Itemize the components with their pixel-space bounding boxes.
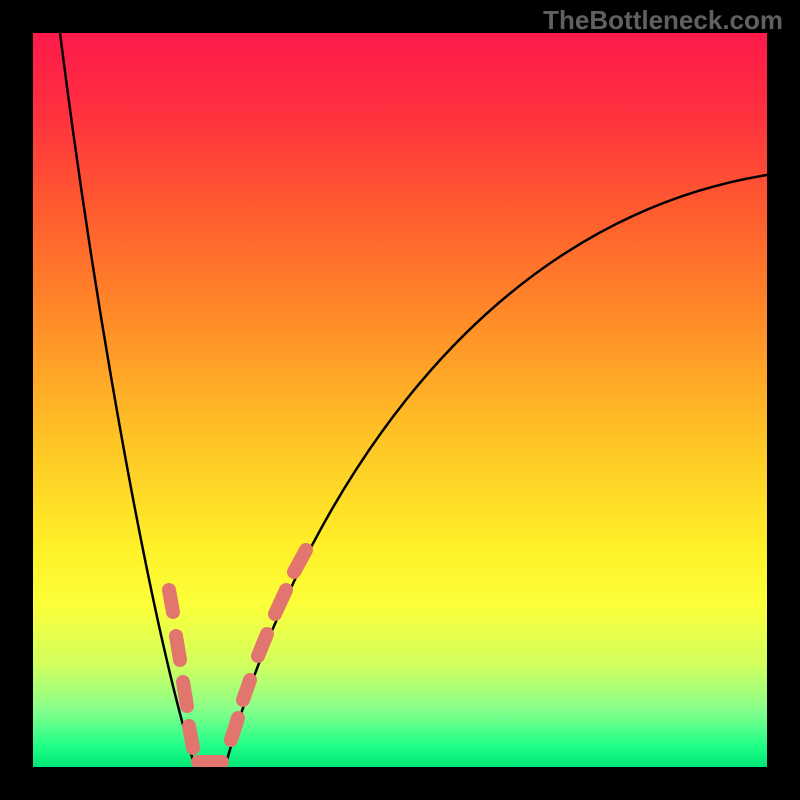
highlight-dash-6 — [243, 680, 250, 700]
highlight-dash-9 — [294, 550, 306, 572]
chart-container: TheBottleneck.com — [0, 0, 800, 800]
highlight-dash-5 — [231, 718, 238, 740]
highlight-dash-8 — [275, 590, 286, 614]
highlight-dash-1 — [176, 636, 180, 660]
chart-svg-layer — [0, 0, 800, 800]
highlight-dash-0 — [169, 590, 173, 612]
highlight-dash-3 — [189, 726, 193, 748]
highlight-dash-7 — [258, 634, 267, 656]
bottleneck-curve — [60, 33, 767, 767]
highlight-dash-2 — [183, 682, 187, 706]
